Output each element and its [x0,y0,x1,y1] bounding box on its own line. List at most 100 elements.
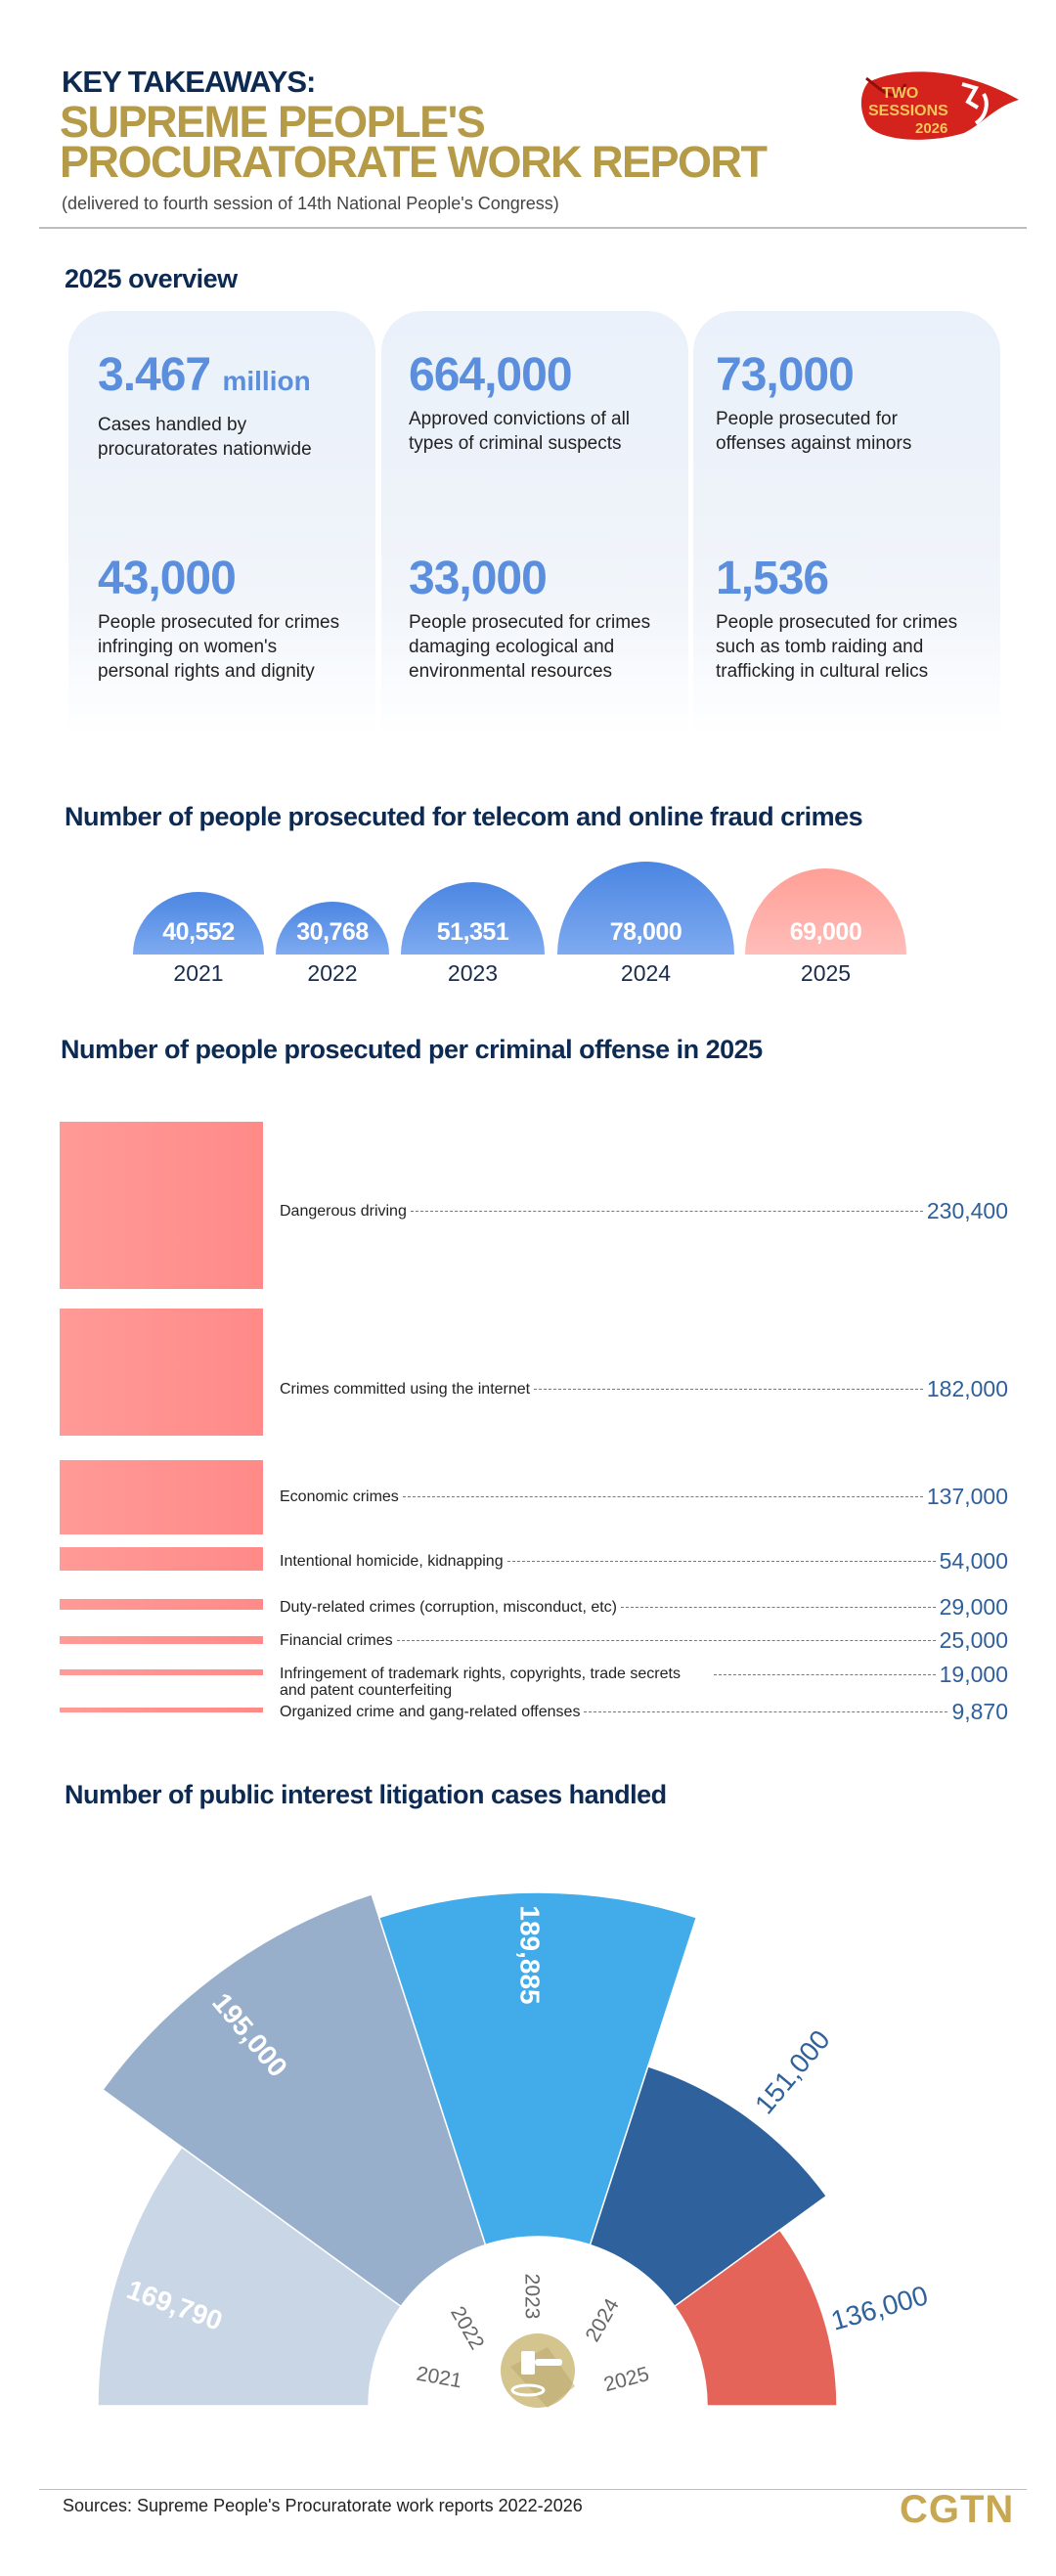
litigation-year-label: 2023 [520,2274,543,2320]
offense-value: 182,000 [926,1375,1008,1401]
fraud-value-label: 69,000 [789,918,862,946]
fraud-bar-2023: 51,351 [401,882,545,955]
svg-text:2026: 2026 [915,120,947,137]
gavel-icon [501,2333,575,2408]
offense-value: 25,000 [939,1626,1008,1653]
stat-description: People prosecuted for crimes infringing … [98,612,340,682]
offense-label: Organized crime and gang-related offense… [280,1703,581,1720]
svg-text:TWO: TWO [882,85,918,102]
svg-text:SESSIONS: SESSIONS [868,103,948,119]
subtitle: (delivered to fourth session of 14th Nat… [62,194,559,213]
offense-bar [60,1636,263,1644]
stat-card: 73,000 People prosecuted for offenses aga… [716,350,960,456]
offense-value: 137,000 [926,1483,1008,1509]
stat-unit: million [222,366,311,396]
overview-card-col1 [68,311,375,737]
fraud-year-label: 2022 [307,960,358,986]
offense-bar [60,1669,263,1675]
offense-label: Crimes committed using the internet [280,1380,531,1398]
fraud-year-label: 2025 [800,960,852,986]
litigation-slice-2021 [97,2146,403,2407]
offense-bar [60,1122,263,1289]
title-line-1: SUPREME PEOPLE'S [60,97,486,147]
leader-line [534,1388,923,1390]
litigation-slice-2024 [589,2065,828,2308]
leader-line [396,1639,936,1641]
leader-line [506,1560,936,1562]
footer-divider [39,2489,1027,2490]
stat-description: Cases handled by procuratorates nationwi… [98,415,312,460]
offense-value: 19,000 [939,1661,1008,1687]
offense-bar [60,1599,263,1610]
fraud-bar-2021: 40,552 [133,892,264,955]
offense-chart-title: Number of people prosecuted per criminal… [61,1035,763,1064]
offense-row: Duty-related crimes (corruption, miscond… [280,1593,1008,1621]
stat-card: 33,000 People prosecuted for crimes damag… [409,554,653,684]
stat-description: People prosecuted for crimes damaging ec… [409,612,651,682]
fraud-value-label: 40,552 [162,918,235,946]
litigation-value-label: 136,000 [827,2280,931,2336]
stat-value: 1,536 [716,553,829,604]
offense-bar [60,1547,263,1571]
stat-card: 664,000 Approved convictions of all types… [409,350,653,456]
litigation-value-label: 151,000 [749,2024,836,2119]
fraud-year-label: 2021 [173,960,224,986]
offense-row: Crimes committed using the internet 182,0… [280,1375,1008,1402]
leader-line [584,1710,948,1712]
leader-line [410,1210,923,1212]
sources-note: Sources: Supreme People's Procuratorate … [63,2496,583,2515]
fraud-bar-2024: 78,000 [557,862,734,955]
litigation-slice-2022 [101,1892,487,2308]
offense-label: Duty-related crimes (corruption, miscond… [280,1598,617,1616]
offense-value: 29,000 [939,1593,1008,1620]
page-title: SUPREME PEOPLE'S PROCURATORATE WORK REPO… [60,97,768,187]
fraud-year-label: 2024 [620,960,672,986]
offense-bar [60,1460,263,1534]
stat-value: 33,000 [409,553,548,604]
offense-row: Intentional homicide, kidnapping 54,000 [280,1547,1008,1575]
litigation-polar-chart: 169,790195,000189,885151,000136,00020212… [97,1891,931,2408]
litigation-chart-title: Number of public interest litigation cas… [65,1780,667,1809]
offense-bar [60,1309,263,1436]
fraud-bar-2025: 69,000 [745,868,906,955]
header-divider [39,227,1027,229]
offense-row: Financial crimes 25,000 [280,1626,1008,1654]
offense-label: Economic crimes [280,1488,399,1505]
offense-row: Dangerous driving 230,400 [280,1197,1008,1224]
two-sessions-logo: TWO SESSIONS 2026 [860,71,1019,140]
fraud-chart-title: Number of people prosecuted for telecom … [65,802,863,831]
stat-value: 73,000 [716,349,855,401]
leader-line [402,1495,923,1497]
stat-value: 664,000 [409,349,573,401]
offense-row: Organized crime and gang-related offense… [280,1698,1008,1725]
offense-value: 54,000 [939,1547,1008,1574]
fraud-bar-2022: 30,768 [276,902,389,955]
stat-value: 43,000 [98,553,237,604]
fraud-value-label: 30,768 [296,918,369,946]
offense-bar [60,1708,263,1712]
overview-card-col2 [381,311,688,737]
stat-card: 43,000 People prosecuted for crimes infri… [98,554,342,684]
offense-label: Infringement of trademark rights, copyri… [280,1666,681,1699]
overview-title: 2025 overview [65,264,238,293]
litigation-year-label: 2024 [582,2294,624,2345]
stat-description: People prosecuted for offenses against m… [716,409,912,454]
fraud-year-label: 2023 [447,960,499,986]
offense-row: Infringement of trademark rights, copyri… [280,1661,1008,1700]
litigation-slice-2025 [673,2229,838,2407]
stat-card: 1,536 People prosecuted for crimes such a… [716,554,960,684]
stat-description: Approved convictions of all types of cri… [409,409,631,454]
litigation-year-label: 2022 [446,2303,488,2354]
leader-line [621,1606,936,1608]
stat-value: 3.467 million [98,349,311,401]
litigation-year-label: 2025 [601,2363,651,2396]
litigation-value-label: 189,885 [515,1905,546,2004]
offense-row: Economic crimes 137,000 [280,1483,1008,1510]
litigation-slice-2023 [377,1891,698,2246]
stat-card: 3.467 million Cases handled by procurator… [98,350,342,462]
offense-value: 9,870 [951,1698,1008,1724]
title-line-2: PROCURATORATE WORK REPORT [60,137,768,187]
overview-card-col3 [693,311,1000,737]
fraud-value-label: 51,351 [436,918,509,946]
fraud-value-label: 78,000 [609,918,682,946]
